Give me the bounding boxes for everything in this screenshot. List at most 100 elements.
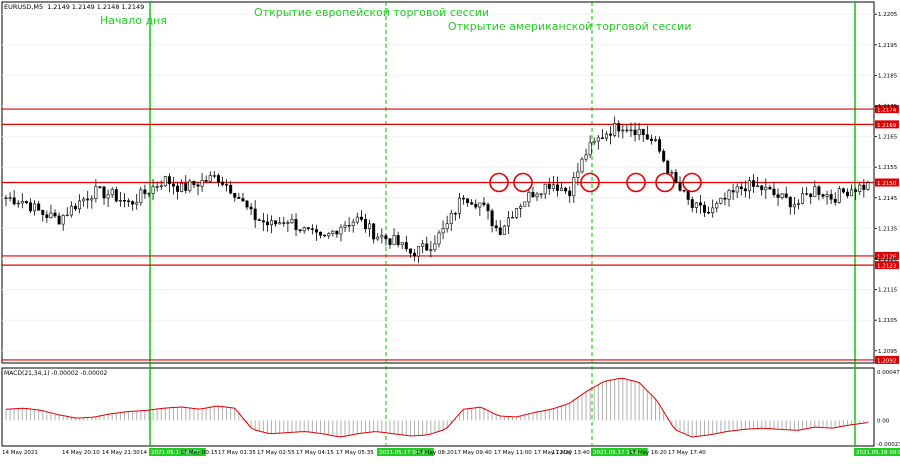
x-tick-label: 17 May 00:15 — [180, 450, 218, 456]
candle-body — [57, 215, 61, 225]
candle-body — [425, 243, 429, 251]
candle-body — [772, 188, 776, 195]
candle-body — [604, 133, 608, 139]
candle-body — [343, 225, 347, 228]
candle-body — [216, 175, 220, 183]
candle-body — [45, 214, 49, 219]
candle-body — [396, 235, 400, 246]
candle-body — [792, 204, 796, 208]
candle-body — [805, 193, 809, 195]
x-tick-label: 17 May 13:40 — [552, 450, 590, 456]
candle-body — [347, 225, 351, 227]
candle-body — [776, 194, 780, 198]
candle-body — [151, 186, 155, 194]
candle-body — [445, 223, 449, 230]
y-tick-label: 1.2175 — [878, 104, 898, 110]
candle-body — [502, 225, 506, 235]
candle-body — [674, 171, 678, 183]
y-tick-label: 1.2165 — [878, 135, 898, 141]
candle-body — [817, 186, 821, 195]
candle-body — [298, 229, 302, 232]
candle-body — [833, 198, 837, 203]
level-label: 1.2126 — [877, 254, 897, 260]
x-tick-label: 14 May 20:10 — [62, 450, 100, 456]
candle-body — [845, 191, 849, 197]
candle-body — [53, 212, 57, 217]
x-tick-highlight — [854, 448, 900, 456]
candle-body — [323, 234, 327, 237]
candle-body — [351, 221, 355, 227]
candle-body — [310, 228, 314, 230]
candle-body — [196, 184, 200, 187]
candle-body — [551, 184, 555, 189]
candle-body — [784, 193, 788, 198]
candle-body — [229, 184, 233, 194]
candle-body — [188, 180, 192, 191]
candle-body — [208, 175, 212, 182]
candle-body — [86, 198, 90, 201]
candle-body — [265, 221, 269, 226]
x-tick-label: 17 May 12:20 — [534, 450, 572, 456]
touch-circle — [580, 172, 600, 193]
candle-body — [829, 194, 833, 200]
candle-body — [600, 137, 604, 139]
candle-body — [78, 200, 82, 210]
candle-body — [690, 199, 694, 208]
candle-body — [743, 188, 747, 192]
candle-body — [241, 198, 245, 202]
candle-body — [122, 200, 126, 202]
candle-body — [796, 203, 800, 205]
x-tick-label-highlight: 2021.05.17 00:00 — [151, 450, 201, 456]
x-tick-label: 17 May 09:40 — [454, 450, 492, 456]
candle-body — [163, 176, 167, 187]
candle-body — [596, 137, 600, 142]
candle-body — [225, 184, 229, 186]
macd-label: MACD(21,34,1) -0.00002 -0.00002 — [4, 370, 108, 377]
touch-circle — [626, 172, 646, 193]
candle-body — [854, 189, 858, 192]
candle-body — [233, 192, 237, 198]
candle-body — [494, 225, 498, 229]
candle-body — [90, 198, 94, 201]
candle-body — [617, 123, 621, 132]
candle-body — [588, 142, 592, 156]
y-tick-label: 1.2115 — [878, 288, 898, 294]
candle-body — [118, 200, 122, 202]
candle-body — [339, 226, 343, 235]
candle-body — [249, 206, 253, 210]
candle-body — [314, 229, 318, 233]
candle-body — [752, 180, 756, 187]
x-tick-label-highlight: 2021.05.17 09:00 — [379, 450, 429, 456]
candle-body — [8, 197, 12, 199]
candle-body — [707, 212, 711, 214]
x-tick-highlight — [149, 448, 206, 456]
candle-body — [768, 187, 772, 190]
candle-body — [719, 197, 723, 204]
x-tick-label: 17 May 04:15 — [296, 450, 334, 456]
candle-body — [560, 187, 564, 191]
candle-body — [453, 213, 457, 215]
y-tick-label: 1.2205 — [878, 12, 898, 18]
day-start-annotation: Начало дня — [100, 14, 167, 27]
candle-body — [65, 214, 69, 217]
candle-body — [400, 242, 404, 246]
candle-body — [363, 219, 367, 230]
level-label: 1.2123 — [877, 264, 897, 270]
macd-tick-label: 0.00047 — [877, 370, 900, 376]
candle-body — [302, 227, 306, 232]
candle-body — [12, 197, 16, 205]
candle-body — [511, 216, 515, 219]
candle-body — [858, 184, 862, 192]
candle-body — [33, 203, 37, 212]
candle-body — [61, 215, 65, 225]
candle-body — [572, 177, 576, 197]
candle-body — [368, 223, 372, 230]
candle-body — [474, 203, 478, 208]
candle-body — [645, 134, 649, 140]
x-tick-label: 17 May 16:20 — [629, 450, 667, 456]
candle-body — [237, 197, 241, 199]
candle-body — [433, 243, 437, 251]
candle-body — [49, 212, 53, 219]
